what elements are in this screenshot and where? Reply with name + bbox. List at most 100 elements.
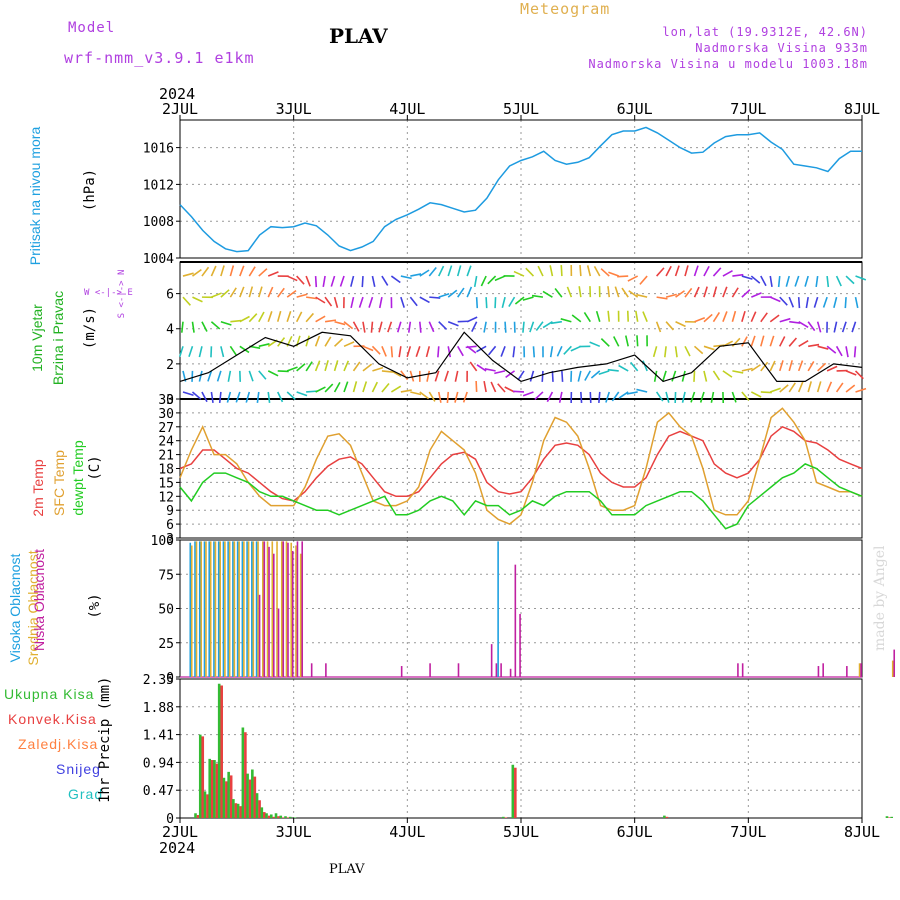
wind-arrow (324, 383, 334, 393)
wind-arrow (419, 269, 430, 277)
total-precip-bar (198, 734, 202, 818)
total-precip-bar (890, 816, 894, 818)
conv-precip-bar (239, 806, 242, 818)
wind-arrow (322, 275, 326, 288)
low-cloud-bar (277, 608, 280, 677)
high-cloud-bar (189, 542, 192, 677)
wind-arrow (845, 370, 857, 376)
mid-cloud-bar (891, 660, 894, 677)
precip-ytick-label: 1.88 (143, 701, 174, 716)
wind-arrow (229, 287, 237, 298)
wind-arrow (425, 346, 431, 358)
wind-arrow (805, 296, 809, 309)
wind-arrow (788, 360, 793, 372)
wind-arrow (438, 265, 445, 277)
wind-arrow (554, 287, 563, 298)
wind-arrow (851, 321, 857, 333)
wind-arrow (779, 317, 791, 323)
wind-arrow (330, 275, 336, 287)
wind-arrow (655, 321, 662, 333)
wind-arrow (245, 391, 251, 403)
wind-arrow (741, 336, 748, 347)
wind-arrow (665, 391, 670, 403)
total-precip-bar (284, 816, 287, 818)
mid-cloud-bar (280, 541, 283, 677)
total-precip-bar (265, 813, 268, 818)
wind-arrow (549, 265, 554, 277)
wind-arrow (400, 296, 405, 308)
wind-arrow (586, 265, 592, 277)
mid-cloud-bar (238, 541, 240, 677)
high-cloud-bar (246, 541, 248, 677)
low-cloud-bar (514, 564, 517, 677)
conv-precip-bar (888, 817, 891, 818)
total-precip-bar (222, 777, 226, 818)
wind-arrow (618, 364, 629, 372)
wind-arrow (419, 321, 422, 333)
cloud-ytick-label: 100 (151, 534, 174, 549)
wind-arrow (207, 370, 213, 382)
wind-arrow (693, 345, 704, 355)
wind-arrow (769, 275, 773, 288)
wind-arrow (501, 296, 506, 308)
mid-cloud-bar (276, 541, 278, 677)
wind-arrow (286, 289, 297, 298)
wind-arrow (469, 361, 478, 372)
wind-arrow (352, 321, 360, 332)
wind-arrow (703, 313, 713, 323)
conv-precip-bar (201, 736, 205, 818)
wind-arrow (514, 296, 525, 305)
wind-arrow (593, 266, 601, 277)
wind-arrow (447, 265, 453, 277)
mid-cloud-bar (285, 541, 288, 677)
wind-arrow (703, 265, 710, 277)
wind-arrow (854, 370, 864, 380)
wind-arrow (390, 370, 402, 378)
wind-arrow (807, 361, 815, 372)
wind-arrow (305, 275, 311, 287)
mid-cloud-bar (224, 541, 226, 677)
wind-arrow (494, 297, 497, 309)
wind-arrow (295, 311, 303, 323)
wind-arrow (522, 321, 525, 333)
wind-arrow (371, 275, 376, 287)
wind-arrow (437, 391, 442, 403)
wind-arrow (390, 346, 394, 358)
wind-arrow (508, 296, 516, 307)
wind-arrow (494, 370, 506, 375)
temp-ytick-label: 24 (158, 435, 174, 450)
wind-arrow (258, 343, 270, 348)
wind-arrow (788, 382, 796, 393)
total-precip-bar (194, 813, 197, 818)
wind-arrow (798, 340, 809, 347)
wind-arrow (428, 321, 435, 333)
wind-arrow (621, 287, 629, 298)
wind-arrow (703, 345, 715, 351)
low-cloud-bar (400, 666, 403, 677)
wind-arrow (483, 381, 487, 393)
wind-arrow (381, 383, 390, 393)
low-cloud-bar (737, 663, 739, 677)
wind-arrow (605, 391, 611, 403)
wind-arrow (343, 381, 349, 393)
wind-arrow (529, 370, 535, 382)
wind-arrow (693, 370, 696, 382)
mid-cloud-bar (209, 541, 212, 677)
temp-ytick-label: 21 (158, 449, 174, 464)
wind-arrow (494, 275, 506, 282)
wind-ytick-label: 6 (166, 288, 174, 303)
wind-arrow (471, 321, 478, 332)
wind-arrow (476, 364, 487, 372)
mid-cloud-bar (299, 553, 302, 677)
wind-arrow (210, 391, 214, 403)
wind-arrow (750, 335, 756, 347)
low-cloud-bar (519, 613, 521, 677)
low-cloud-bar (741, 663, 744, 677)
wind-arrow (577, 370, 582, 382)
wind-arrow (465, 345, 477, 349)
wind-arrow (210, 265, 217, 277)
wind-arrow (191, 391, 202, 400)
wind-arrow (624, 335, 629, 347)
wind-arrow (447, 346, 452, 358)
wind-arrow (362, 381, 368, 393)
